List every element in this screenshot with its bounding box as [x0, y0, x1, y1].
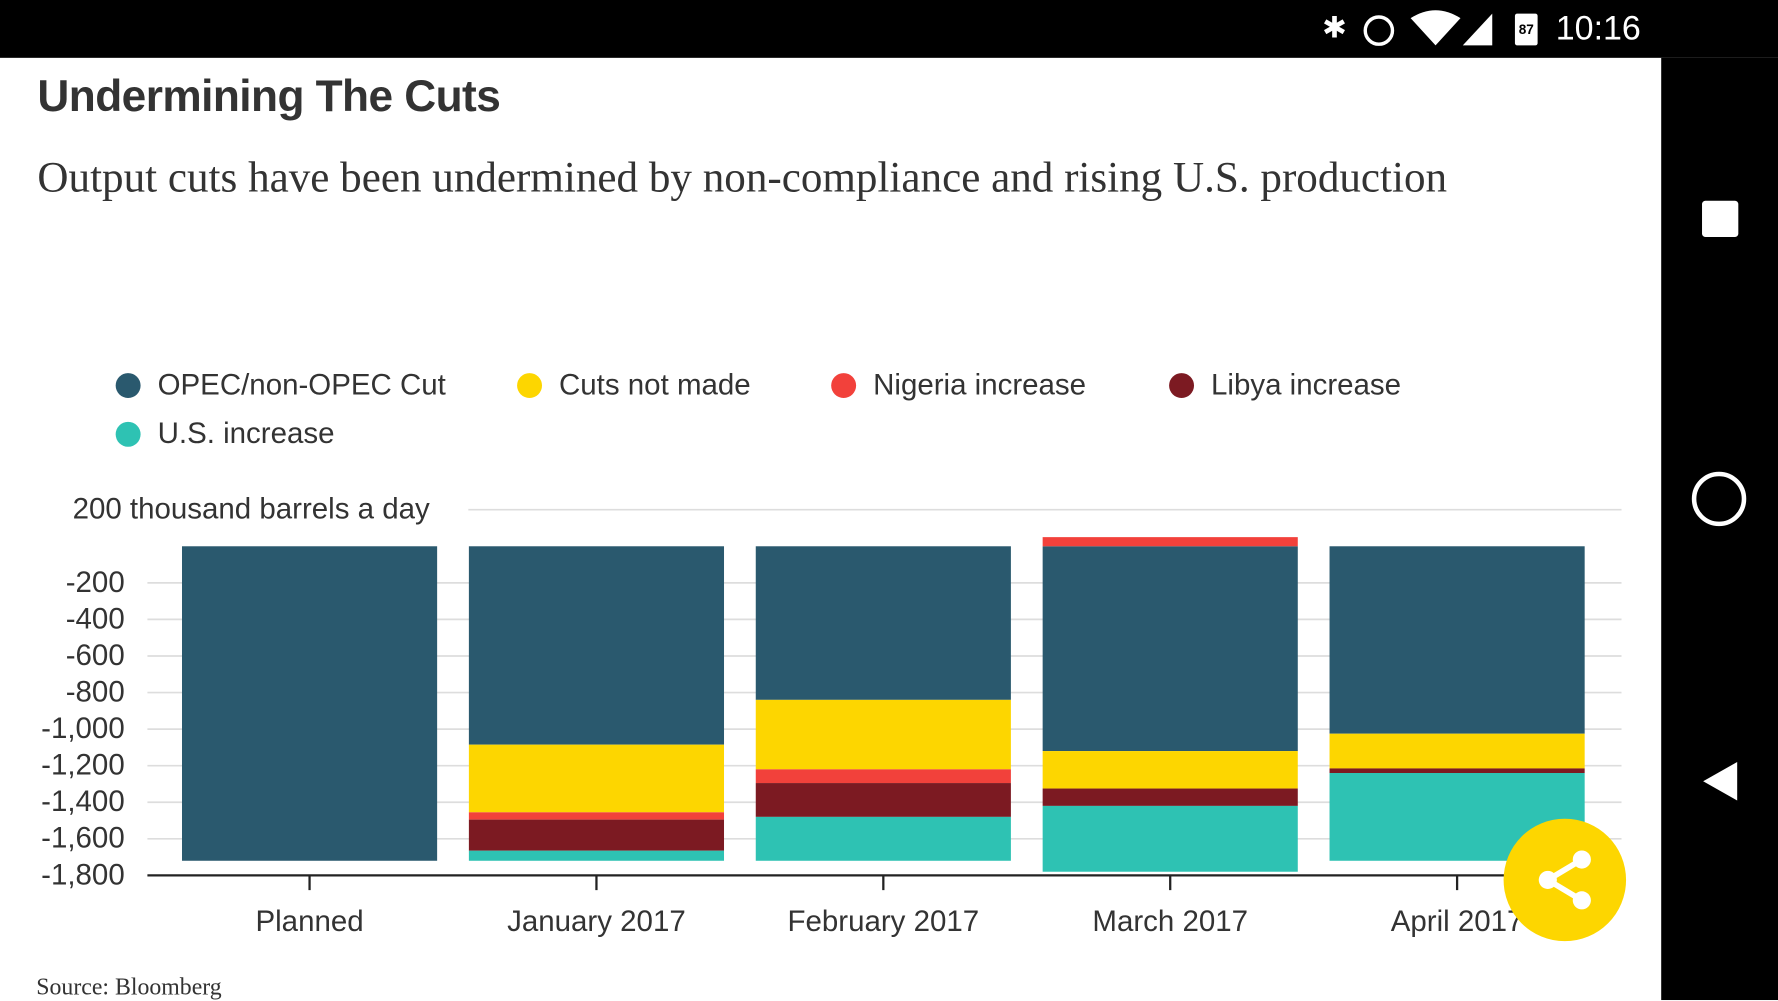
legend-label: Cuts not made — [559, 368, 751, 401]
legend-marker — [115, 421, 141, 447]
bar-segment — [468, 850, 725, 861]
y-tick-label: -600 — [66, 639, 125, 672]
y-tick-label: -1,000 — [41, 712, 125, 745]
source: Source: Bloomberg — [36, 972, 222, 1001]
bluetooth-icon: ✱ — [1322, 11, 1347, 44]
x-tick-label: Planned — [255, 905, 363, 938]
bar-segment — [1042, 751, 1298, 789]
y-tick-label: -1,400 — [41, 785, 125, 818]
status-bar — [0, 0, 1778, 58]
share-button[interactable] — [1503, 818, 1627, 942]
legend-marker — [831, 373, 857, 399]
bar-segment — [755, 816, 1011, 861]
legend-label: U.S. increase — [158, 417, 335, 450]
bar-segment — [1042, 546, 1298, 752]
y-tick-label: -1,800 — [41, 858, 125, 891]
bar-segment — [755, 783, 1011, 817]
legend-label: OPEC/non-OPEC Cut — [158, 368, 446, 401]
share-dot — [1538, 870, 1557, 890]
bar-segment — [755, 546, 1011, 700]
legend-label: Libya increase — [1211, 368, 1401, 401]
clock: 10:16 — [1556, 10, 1641, 48]
share-circle[interactable] — [1503, 818, 1627, 942]
bar-segment — [181, 546, 438, 861]
x-tick-label: February 2017 — [787, 905, 979, 938]
y-tick-label: -1,600 — [41, 822, 125, 855]
bar-segment — [1329, 768, 1585, 774]
y-tick-label: 200 thousand barrels a day — [73, 493, 430, 526]
y-tick-label: -200 — [66, 566, 125, 599]
bar-segment — [1329, 733, 1585, 769]
battery-icon — [1514, 13, 1538, 46]
bar-segment — [1042, 537, 1298, 547]
x-tick-label: March 2017 — [1092, 905, 1248, 938]
bar-segment — [755, 699, 1011, 770]
bar-segment — [1329, 546, 1585, 734]
chart-title: Undermining The Cuts — [37, 72, 501, 122]
y-tick-label: -1,200 — [41, 749, 125, 782]
y-tick-label: -800 — [66, 675, 125, 708]
nav-bar — [1661, 57, 1778, 1001]
legend-marker — [115, 373, 141, 399]
bar-segment — [468, 819, 725, 851]
home-button[interactable] — [1691, 471, 1747, 527]
x-tick-label: April 2017 — [1391, 905, 1524, 938]
bar-segment — [755, 769, 1011, 784]
legend-marker — [1169, 373, 1195, 399]
battery-level: 87 — [1519, 22, 1534, 37]
y-tick-label: -400 — [66, 602, 125, 635]
bar-segment — [468, 744, 725, 813]
recents-button[interactable] — [1702, 200, 1739, 237]
legend-label: Nigeria increase — [873, 368, 1086, 401]
bar-segment — [1042, 788, 1298, 806]
bar-segment — [468, 812, 725, 820]
bar-segment — [468, 546, 725, 745]
share-dot — [1572, 891, 1591, 910]
bar-segment — [1042, 805, 1298, 872]
chart-subtitle: Output cuts have been undermined by non-… — [37, 154, 1448, 202]
x-tick-label: January 2017 — [507, 905, 686, 938]
back-button[interactable] — [1703, 762, 1738, 801]
wifi-icon — [1410, 10, 1461, 46]
legend-marker — [517, 373, 543, 399]
alarm-icon — [1363, 15, 1395, 46]
signal-icon — [1462, 13, 1493, 46]
share-dot — [1572, 850, 1591, 869]
